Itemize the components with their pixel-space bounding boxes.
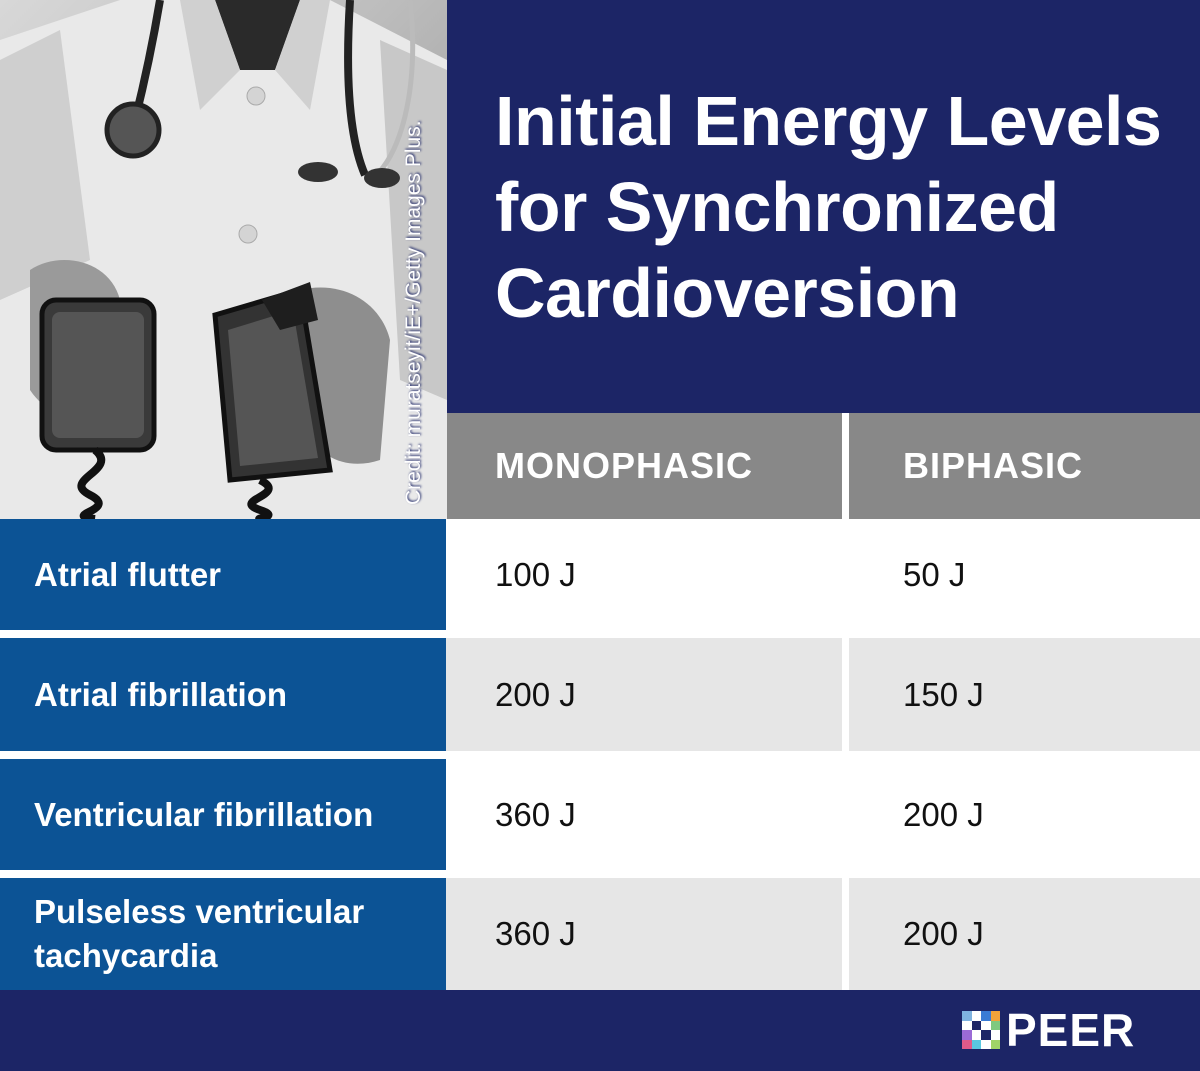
monophasic-value: 360 J bbox=[495, 795, 576, 833]
biphasic-value: 200 J bbox=[903, 795, 984, 833]
column-header-biphasic: BIPHASIC bbox=[849, 413, 1200, 519]
monophasic-value: 360 J bbox=[495, 915, 576, 952]
row-label-cell: Ventricular fibrillation bbox=[0, 759, 446, 870]
peer-logo: PEER bbox=[962, 1004, 1136, 1056]
column-header-monophasic: MONOPHASIC bbox=[447, 413, 842, 519]
title-block: Initial Energy Levels for Synchronized C… bbox=[447, 0, 1200, 413]
table-row: Atrial fibrillation 200 J 150 J bbox=[0, 638, 1200, 751]
row-label: Pulseless ventricular tachycardia bbox=[34, 893, 365, 974]
table-row: Ventricular fibrillation 360 J 200 J bbox=[0, 759, 1200, 870]
peer-logo-text: PEER bbox=[1006, 1004, 1136, 1056]
column-divider bbox=[842, 413, 849, 519]
monophasic-value: 200 J bbox=[495, 675, 576, 713]
column-divider bbox=[842, 878, 849, 990]
biphasic-cell: 50 J bbox=[849, 519, 1200, 630]
table-row: Atrial flutter 100 J 50 J bbox=[0, 519, 1200, 630]
biphasic-cell: 150 J bbox=[849, 638, 1200, 751]
table-row: Pulseless ventricular tachycardia 360 J … bbox=[0, 878, 1200, 990]
row-label-cell: Atrial fibrillation bbox=[0, 638, 446, 751]
doctor-with-defibrillator-illustration bbox=[0, 0, 447, 519]
row-label: Atrial flutter bbox=[34, 555, 222, 593]
column-header-label: BIPHASIC bbox=[903, 445, 1084, 486]
biphasic-value: 50 J bbox=[903, 555, 966, 593]
column-divider bbox=[842, 638, 849, 751]
row-label: Atrial fibrillation bbox=[34, 675, 288, 713]
monophasic-cell: 360 J bbox=[446, 759, 842, 870]
photo-credit: Credit: muratseyit/iE+/Getty Images Plus… bbox=[402, 120, 425, 505]
column-divider bbox=[842, 519, 849, 630]
column-divider bbox=[842, 759, 849, 870]
row-label-cell: Pulseless ventricular tachycardia bbox=[0, 878, 446, 990]
peer-logo-icon bbox=[962, 1011, 1000, 1049]
biphasic-cell: 200 J bbox=[849, 878, 1200, 990]
row-label-cell: Atrial flutter bbox=[0, 519, 446, 630]
monophasic-value: 100 J bbox=[495, 555, 576, 593]
biphasic-cell: 200 J bbox=[849, 759, 1200, 870]
biphasic-value: 200 J bbox=[903, 915, 984, 952]
column-header-label: MONOPHASIC bbox=[495, 445, 754, 486]
row-label: Ventricular fibrillation bbox=[34, 795, 374, 833]
doctor-photo: Credit: muratseyit/iE+/Getty Images Plus… bbox=[0, 0, 447, 519]
monophasic-cell: 100 J bbox=[446, 519, 842, 630]
monophasic-cell: 360 J bbox=[446, 878, 842, 990]
footer-bar bbox=[0, 990, 1200, 1071]
page-title: Initial Energy Levels for Synchronized C… bbox=[495, 82, 1162, 332]
monophasic-cell: 200 J bbox=[446, 638, 842, 751]
biphasic-value: 150 J bbox=[903, 675, 984, 713]
